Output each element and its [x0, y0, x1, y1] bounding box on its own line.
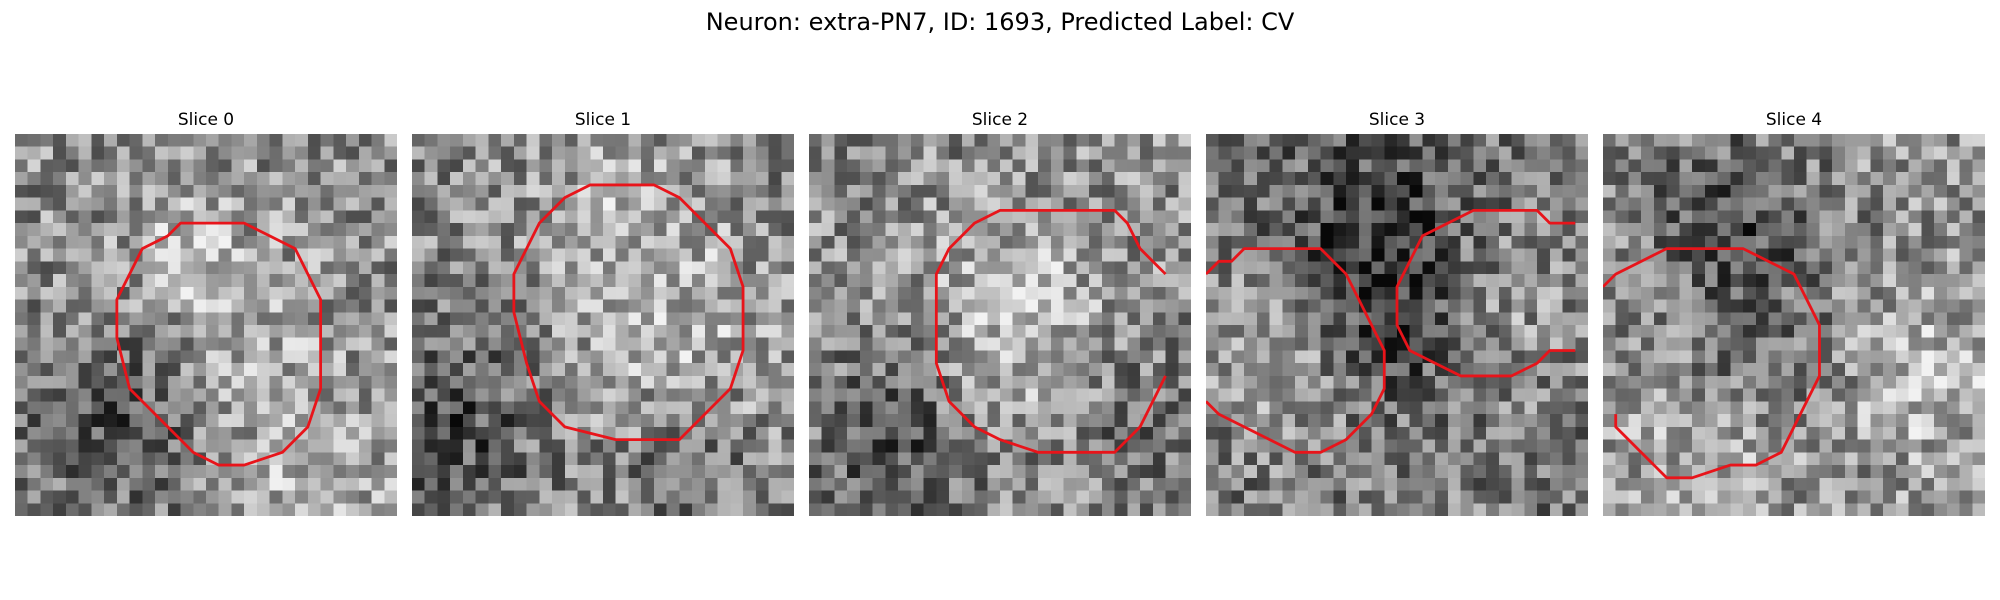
slice-panel-2: Slice 2 — [809, 110, 1191, 516]
slice-image-2 — [809, 134, 1191, 516]
roi-contour — [1025, 208, 1167, 276]
slice-image-0 — [15, 134, 397, 516]
slice-image-3 — [1206, 134, 1588, 516]
slice-pixels — [412, 134, 794, 516]
slice-image-4 — [1603, 134, 1985, 516]
figure-title: Neuron: extra-PN7, ID: 1693, Predicted L… — [705, 8, 1295, 36]
slice-title: Slice 1 — [574, 110, 632, 130]
slice-pixels — [809, 134, 1191, 516]
roi-contour — [115, 221, 323, 467]
slice-title: Slice 2 — [971, 110, 1029, 130]
slice-title: Slice 4 — [1765, 110, 1823, 130]
slice-pixels — [1603, 134, 1985, 516]
slice-image-1 — [412, 134, 794, 516]
slice-pixels — [15, 134, 397, 516]
roi-contour — [1603, 247, 1821, 480]
slice-pixels — [1206, 134, 1588, 516]
roi-contour — [1395, 208, 1576, 378]
slice-title: Slice 0 — [177, 110, 235, 130]
slice-panel-4: Slice 4 — [1603, 110, 1985, 516]
roi-contour — [1206, 247, 1386, 454]
roi-contour — [934, 208, 1167, 454]
slice-panel-3: Slice 3 — [1206, 110, 1588, 516]
slice-panel-0: Slice 0 — [15, 110, 397, 516]
slice-title: Slice 3 — [1368, 110, 1426, 130]
slice-panel-1: Slice 1 — [412, 110, 794, 516]
roi-contour — [512, 183, 745, 442]
